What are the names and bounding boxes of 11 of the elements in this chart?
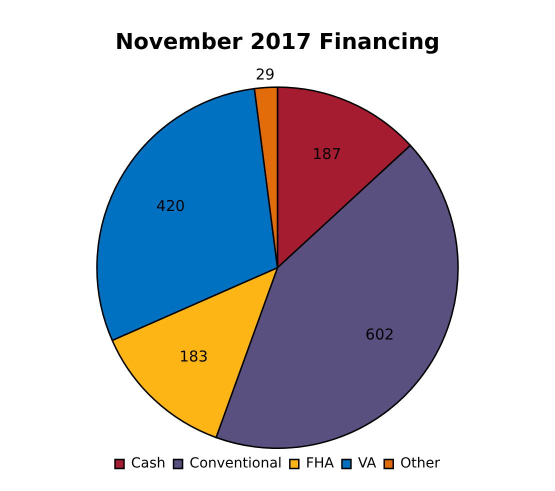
legend-label: VA [358, 456, 377, 472]
chart-title: November 2017 Financing [115, 30, 440, 55]
data-label: 29 [256, 65, 275, 84]
legend-label: FHA [306, 456, 334, 472]
legend-label: Cash [131, 456, 166, 472]
data-label: 420 [156, 197, 185, 216]
data-label: 602 [365, 326, 394, 344]
data-label: 187 [312, 145, 342, 164]
legend-label: Conventional [190, 456, 282, 472]
data-label: 183 [179, 347, 208, 366]
legend-label: Other [400, 456, 440, 472]
